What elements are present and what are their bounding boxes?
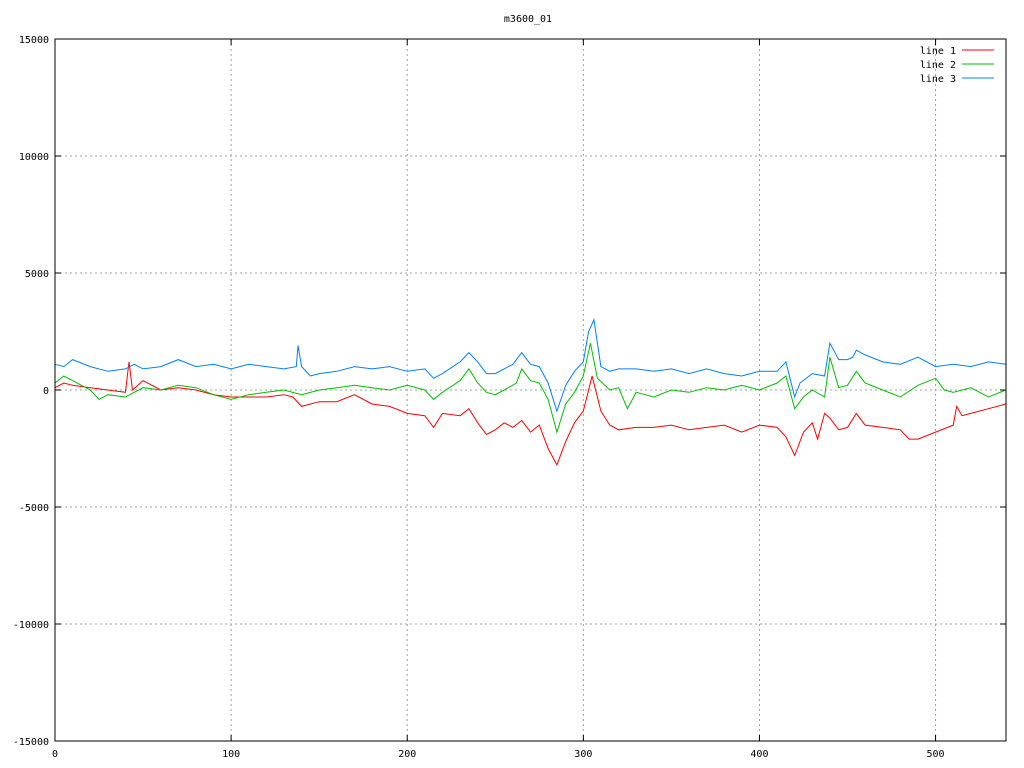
grid — [55, 39, 1006, 741]
series-group — [54, 318, 1007, 467]
x-tick-label: 200 — [398, 749, 416, 760]
legend-label: line 2 — [920, 60, 956, 71]
series-line-2 — [54, 343, 1007, 434]
legend-label: line 3 — [920, 74, 956, 85]
plot-frame — [54, 38, 1007, 742]
x-tick-label: 100 — [222, 749, 240, 760]
legend: line 1 line 2 line 3 — [920, 46, 994, 85]
series-line-1 — [54, 361, 1007, 467]
y-tick-label: 5000 — [25, 269, 49, 280]
legend-label: line 1 — [920, 46, 956, 57]
y-tick-label: -5000 — [19, 503, 49, 514]
axis-ticks: 0 100 200 300 400 500 -15000 -10000 -5000 0 5000 10… — [13, 35, 1006, 760]
y-tick-label: 0 — [43, 386, 49, 397]
x-tick-label: 400 — [750, 749, 768, 760]
x-tick-label: 0 — [52, 749, 58, 760]
y-tick-label: -15000 — [13, 737, 49, 748]
y-tick-label: 15000 — [19, 35, 49, 46]
y-tick-label: -10000 — [13, 620, 49, 631]
y-tick-label: 10000 — [19, 152, 49, 163]
chart-title: m3600_01 — [504, 14, 552, 25]
x-tick-label: 300 — [574, 749, 592, 760]
series-line-3 — [54, 318, 1007, 413]
x-tick-label: 500 — [927, 749, 945, 760]
